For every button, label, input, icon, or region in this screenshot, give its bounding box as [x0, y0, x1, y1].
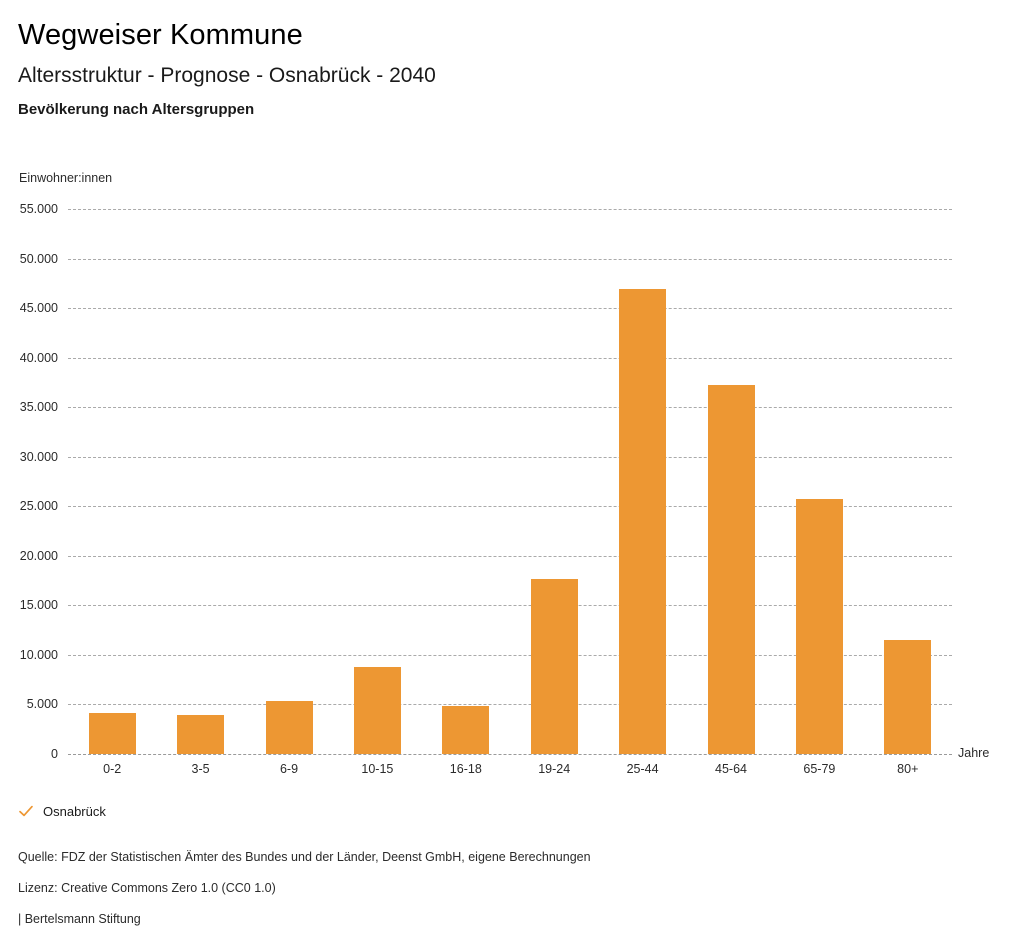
- bar[interactable]: [265, 700, 313, 754]
- plot-gridlines: [68, 209, 952, 755]
- x-axis-tick-label: 0-2: [103, 762, 122, 776]
- chart-description: Bevölkerung nach Altersgruppen: [18, 101, 255, 118]
- y-axis-tick-label: 45.000: [19, 301, 58, 316]
- chart-legend[interactable]: Osnabrück: [18, 803, 106, 819]
- bar[interactable]: [530, 578, 578, 754]
- gridline: [68, 754, 952, 755]
- y-axis-tick-label: 40.000: [19, 350, 58, 365]
- bar[interactable]: [353, 666, 401, 754]
- x-axis-tick-label: 6-9: [279, 762, 299, 776]
- y-axis-title: Einwohner:innen: [19, 171, 113, 185]
- bar[interactable]: [88, 713, 136, 754]
- legend-item-label: Osnabrück: [43, 803, 106, 819]
- y-axis-tick-labels: 0 5.000 10.000 15.000 20.000 25.000 30.000 35.0…: [0, 202, 58, 761]
- header: Wegweiser Kommune Altersstruktur - Progn…: [18, 16, 998, 121]
- x-axis-tick-label: 3-5: [191, 762, 210, 776]
- gridline: [68, 357, 952, 359]
- y-axis-tick-label: 50.000: [19, 251, 58, 266]
- check-icon: [18, 803, 34, 819]
- bar-chart: Einwohner:innen 0 5.000 10.000 15.000 20.000…: [0, 171, 990, 784]
- x-axis-tick-label: 16-18: [449, 762, 482, 776]
- y-axis-tick-label: 20.000: [19, 548, 58, 563]
- y-axis-tick-label: 30.000: [19, 449, 58, 464]
- gridline: [68, 456, 952, 458]
- gridline: [68, 407, 952, 409]
- y-axis-tick-label: 25.000: [19, 499, 58, 514]
- gridline: [68, 506, 952, 508]
- x-axis-tick-label: 25-44: [626, 762, 659, 776]
- chart-subtitle: Altersstruktur - Prognose - Osnabrück - …: [18, 64, 436, 87]
- y-axis-tick-label: 15.000: [19, 598, 58, 613]
- bar[interactable]: [884, 640, 932, 754]
- y-axis-tick-label: 55.000: [19, 202, 58, 216]
- x-axis-tick-label: 19-24: [538, 762, 571, 776]
- gridline: [68, 654, 952, 656]
- x-axis-tick-label: 80+: [897, 762, 919, 776]
- y-axis-tick-label: 0: [51, 747, 58, 761]
- bar[interactable]: [795, 499, 843, 754]
- bar[interactable]: [177, 715, 225, 754]
- gridline: [68, 704, 952, 706]
- footer-license: Lizenz: Creative Commons Zero 1.0 (CC0 1…: [18, 881, 276, 895]
- gridline: [68, 209, 952, 210]
- x-axis-tick-label: 45-64: [715, 762, 747, 776]
- bar[interactable]: [442, 705, 490, 754]
- x-axis-tick-label: 65-79: [803, 762, 836, 776]
- x-axis-tick-labels: 0-2 3-5 6-9 10-15 16-18 19-24 25-44 45-64 65-79 8…: [68, 760, 952, 784]
- footer-source: Quelle: FDZ der Statistischen Ämter des …: [18, 850, 591, 864]
- x-axis-tick-label: 10-15: [361, 762, 394, 776]
- bar[interactable]: [707, 385, 755, 754]
- gridline: [68, 555, 952, 557]
- bar[interactable]: [619, 289, 667, 754]
- gridline: [68, 605, 952, 607]
- x-axis-title: Jahre: [958, 746, 990, 760]
- gridline: [68, 308, 952, 310]
- gridline: [68, 258, 952, 260]
- bar-series-osnabrueck: [68, 209, 952, 754]
- page-title: Wegweiser Kommune: [18, 19, 303, 51]
- footer-publisher: | Bertelsmann Stiftung: [18, 912, 141, 926]
- y-axis-tick-label: 5.000: [26, 697, 58, 712]
- y-axis-tick-label: 10.000: [19, 647, 58, 662]
- y-axis-tick-label: 35.000: [19, 400, 58, 415]
- footer: Quelle: FDZ der Statistischen Ämter des …: [18, 842, 1008, 935]
